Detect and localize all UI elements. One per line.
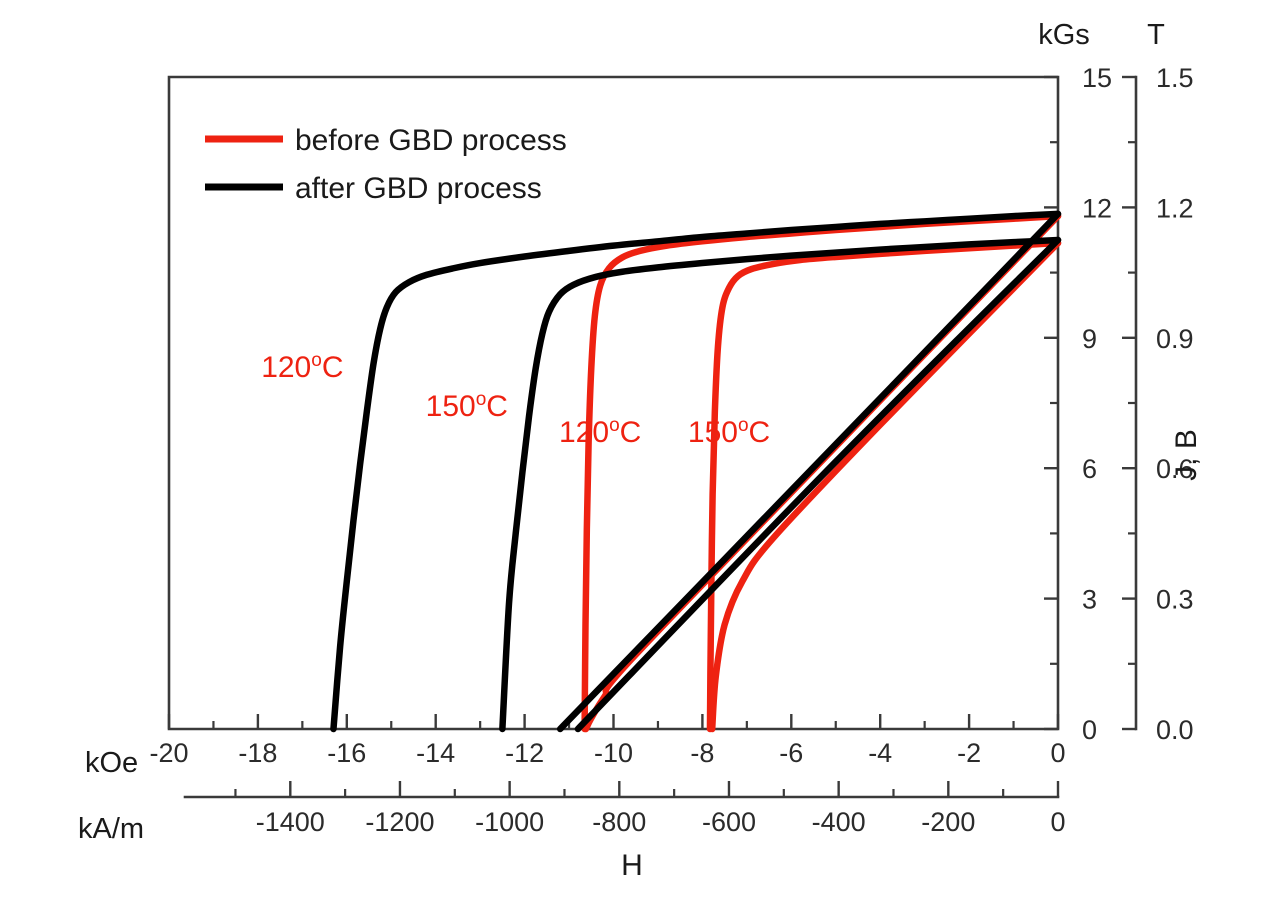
- y-axis-title: J, B: [1170, 429, 1203, 481]
- y-tick-label-tesla: 0.3: [1156, 585, 1194, 615]
- annotation-temperature: 120oC: [559, 415, 641, 449]
- curve-before-GBD-150C-J: [706, 239, 1062, 733]
- x-tick-label-kam: -1000: [475, 807, 544, 837]
- y-tick-label-tesla: 0.9: [1156, 324, 1194, 354]
- x-axis-koe: -20 -18 -16 -14 -12 -10 -8 -6 -4 -2 0: [149, 714, 1066, 768]
- annotation-temperature: 150oC: [426, 389, 508, 423]
- y-tick-label-tesla: 0.6: [1156, 454, 1194, 484]
- unit-label-koe: kOe: [85, 747, 138, 779]
- x-axis-kam: -1400 -1200 -1000 -800 -600 -400 -200 0: [183, 781, 1066, 837]
- y-tick-label-kgs: 3: [1082, 585, 1097, 615]
- x-tick-label-koe: -6: [779, 738, 803, 768]
- x-axis-title: H: [621, 849, 643, 882]
- annotation-temperature: 150oC: [688, 415, 770, 449]
- curve-after-GBD-120C-B: [556, 210, 1062, 733]
- y-tick-label-kgs: 12: [1082, 193, 1112, 223]
- chart-legend: before GBD process after GBD process: [205, 124, 567, 205]
- x-tick-label-koe: -12: [505, 738, 544, 768]
- x-tick-label-koe: -4: [868, 738, 892, 768]
- x-tick-label-kam: -1400: [256, 807, 325, 837]
- x-tick-label-kam: -800: [592, 807, 646, 837]
- legend-label: after GBD process: [295, 172, 542, 205]
- x-tick-label-koe: -16: [327, 738, 366, 768]
- data-curves: [330, 210, 1062, 733]
- unit-label-kam: kA/m: [78, 813, 144, 845]
- unit-label-tesla: T: [1147, 19, 1165, 51]
- x-tick-label-koe: -20: [149, 738, 188, 768]
- curve-after-GBD-120C-J: [330, 210, 1062, 733]
- curve-before-GBD-150C-B: [708, 239, 1062, 733]
- x-tick-label-koe: -10: [594, 738, 633, 768]
- x-tick-label-kam: 0: [1050, 807, 1065, 837]
- legend-label: before GBD process: [295, 124, 567, 157]
- y-tick-label-tesla: 1.2: [1156, 193, 1194, 223]
- y-tick-label-tesla: 1.5: [1156, 63, 1194, 93]
- y-tick-label-kgs: 15: [1082, 63, 1112, 93]
- x-tick-label-koe: -2: [957, 738, 981, 768]
- x-tick-label-kam: -1200: [365, 807, 434, 837]
- x-tick-label-koe: -14: [416, 738, 455, 768]
- y-axis-kgs: 0 3 6 9 12 15: [1044, 63, 1112, 745]
- curve-after-GBD-150C-B: [574, 236, 1062, 733]
- x-tick-label-kam: -400: [812, 807, 866, 837]
- curve-after-GBD-150C-J: [499, 236, 1062, 733]
- x-tick-label-koe: -8: [690, 738, 714, 768]
- y-tick-label-tesla: 0.0: [1156, 715, 1194, 745]
- x-tick-label-koe: -18: [238, 738, 277, 768]
- x-tick-label-kam: -200: [921, 807, 975, 837]
- unit-label-kgs: kGs: [1038, 19, 1090, 51]
- y-tick-label-kgs: 6: [1082, 454, 1097, 484]
- curve-annotations: 120oC 150oC 120oC 150oC: [261, 350, 770, 449]
- y-axis-tesla: 0.0 0.3 0.6 0.9 1.2 1.5: [1122, 63, 1194, 745]
- x-tick-label-kam: -600: [702, 807, 756, 837]
- y-tick-label-kgs: 9: [1082, 324, 1097, 354]
- annotation-temperature: 120oC: [261, 350, 343, 384]
- y-tick-label-kgs: 0: [1082, 715, 1097, 745]
- x-tick-label-koe: 0: [1050, 738, 1065, 768]
